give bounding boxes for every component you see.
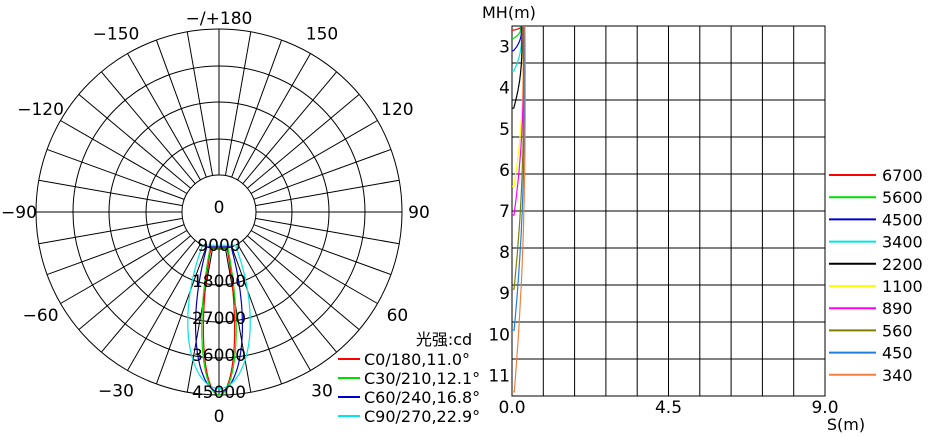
polar-intensity-chart: −/+180 150 −150 120 −120 90 −90 60 −60 30 −30 0 0 900… bbox=[1, 9, 480, 427]
polar-angle-label: −30 bbox=[98, 381, 134, 401]
grid-legend-label-2: 4500 bbox=[882, 210, 923, 229]
polar-series-curve-3 bbox=[187, 244, 251, 390]
polar-legend-label-1: C30/210,12.1° bbox=[364, 369, 480, 388]
polar-spoke bbox=[224, 31, 252, 176]
polar-angle-label: −150 bbox=[93, 25, 140, 45]
polar-legend-label-3: C90/270,22.9° bbox=[364, 407, 480, 426]
grid-series-curve-4 bbox=[512, 26, 523, 109]
grid-legend-label-1: 5600 bbox=[882, 188, 923, 207]
polar-angle-label: 30 bbox=[311, 381, 333, 401]
grid-x-tick: 0.0 bbox=[498, 398, 525, 418]
polar-spoke bbox=[231, 246, 283, 385]
polar-angle-label: −120 bbox=[17, 100, 64, 120]
grid-y-tick: 10 bbox=[488, 325, 510, 345]
polar-spoke bbox=[60, 120, 188, 194]
grid-y-axis-label: MH(m) bbox=[482, 3, 536, 22]
polar-spoke bbox=[127, 53, 201, 181]
polar-unit-label: 光强:cd bbox=[416, 330, 472, 349]
polar-spoke bbox=[186, 248, 214, 393]
polar-series-curve-1 bbox=[201, 247, 237, 396]
polar-spoke bbox=[247, 235, 360, 331]
grid-x-tick: 9.0 bbox=[811, 398, 838, 418]
grid-y-tick: 6 bbox=[499, 161, 510, 181]
grid-legend-label-9: 340 bbox=[882, 366, 913, 385]
illuminance-grid-chart: 3 4 5 6 7 8 9 10 11 MH(m) 0.0 4.5 9.0S(m) 6700 5600 450… bbox=[482, 3, 923, 434]
polar-angle-label: 0 bbox=[214, 407, 225, 427]
polar-spoke bbox=[247, 93, 360, 189]
polar-spoke bbox=[100, 240, 196, 353]
polar-legend-label-0: C0/180,11.0° bbox=[364, 350, 470, 369]
grid-y-tick: 9 bbox=[499, 284, 510, 304]
polar-spoke bbox=[250, 120, 378, 194]
polar-radial-label: 27000 bbox=[192, 309, 246, 329]
grid-x-tick: 4.5 bbox=[655, 398, 682, 418]
polar-spoke bbox=[250, 230, 378, 304]
polar-spoke bbox=[155, 39, 207, 178]
polar-radial-label: 9000 bbox=[197, 236, 240, 256]
polar-spoke bbox=[237, 243, 311, 371]
grid-y-tick: 11 bbox=[488, 366, 510, 386]
grid-y-tick: 3 bbox=[499, 38, 510, 58]
polar-spoke bbox=[253, 224, 392, 276]
polar-radial-label: 36000 bbox=[192, 346, 246, 366]
grid-legend-label-8: 450 bbox=[882, 344, 913, 363]
polar-angle-label: 150 bbox=[306, 25, 338, 45]
polar-legend-label-2: C60/240,16.8° bbox=[364, 388, 480, 407]
grid-y-tick: 8 bbox=[499, 243, 510, 263]
grid-legend-label-4: 2200 bbox=[882, 255, 923, 274]
grid-series-curve-3 bbox=[512, 25, 523, 72]
polar-spoke bbox=[224, 248, 252, 393]
grid-series-curve-7 bbox=[512, 26, 525, 290]
polar-radial-label: 18000 bbox=[192, 272, 246, 292]
polar-angle-label: 120 bbox=[381, 100, 413, 120]
polar-spoke bbox=[78, 93, 191, 189]
polar-spoke bbox=[255, 217, 400, 245]
polar-spoke bbox=[46, 224, 185, 276]
grid-y-tick: 7 bbox=[499, 202, 510, 222]
polar-angle-label: 60 bbox=[387, 306, 409, 326]
polar-spoke bbox=[253, 148, 392, 200]
polar-angle-label: −/+180 bbox=[186, 9, 253, 29]
grid-series-curve-9 bbox=[512, 25, 526, 393]
polar-spoke bbox=[46, 148, 185, 200]
grid-legend-label-0: 6700 bbox=[882, 166, 923, 185]
polar-spoke bbox=[60, 230, 188, 304]
grid-series-curve-0 bbox=[512, 25, 522, 31]
polar-spoke bbox=[38, 179, 183, 207]
polar-spoke bbox=[242, 240, 338, 353]
polar-spoke bbox=[231, 39, 283, 178]
grid-y-tick: 4 bbox=[499, 79, 510, 99]
grid-legend-label-6: 890 bbox=[882, 299, 913, 318]
polar-angle-label: 90 bbox=[408, 203, 430, 223]
grid-y-tick: 5 bbox=[499, 120, 510, 140]
grid-legend-label-5: 1100 bbox=[882, 277, 923, 296]
polar-angle-label: −90 bbox=[1, 203, 37, 223]
polar-radial-label: 45000 bbox=[192, 383, 246, 403]
polar-spoke bbox=[38, 217, 183, 245]
polar-radial-label: 0 bbox=[214, 198, 225, 218]
polar-spoke bbox=[127, 243, 201, 371]
polar-series-curve-2 bbox=[195, 246, 243, 393]
grid-series-curve-8 bbox=[512, 26, 526, 331]
polar-angle-label: −60 bbox=[23, 306, 59, 326]
polar-spoke bbox=[155, 246, 207, 385]
polar-spoke bbox=[78, 235, 191, 331]
polar-spoke bbox=[237, 53, 311, 181]
grid-legend-label-3: 3400 bbox=[882, 233, 923, 252]
grid-legend-label-7: 560 bbox=[882, 321, 913, 340]
grid-x-axis-label: S(m) bbox=[827, 415, 865, 433]
polar-spoke bbox=[255, 179, 400, 207]
polar-spoke bbox=[242, 71, 338, 184]
polar-spoke bbox=[186, 31, 214, 176]
polar-spoke bbox=[100, 71, 196, 184]
